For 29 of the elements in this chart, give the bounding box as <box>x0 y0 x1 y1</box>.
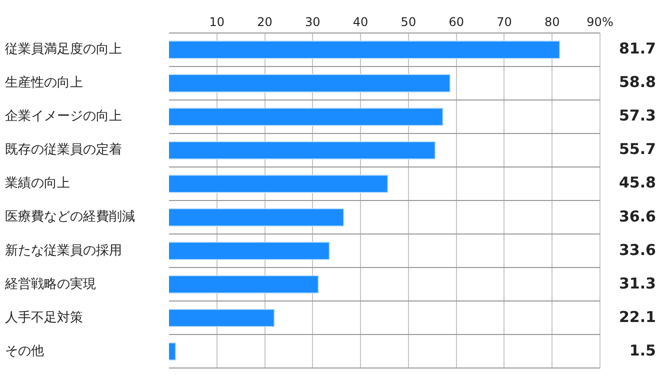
y-tick-label: 業績の向上 <box>5 176 70 192</box>
data-label: 58.8 <box>618 73 656 92</box>
y-tick-label: 新たな従業員の採用 <box>5 243 122 258</box>
data-label: 36.6 <box>618 207 656 226</box>
x-tick-label: 80 <box>544 14 560 29</box>
x-tick-label: 20 <box>257 14 272 29</box>
x-tick-label: 90% <box>586 14 614 29</box>
x-tick-label: 40 <box>352 14 368 29</box>
x-tick-label: 30 <box>305 14 320 29</box>
data-label: 57.3 <box>618 106 656 125</box>
data-label: 1.5 <box>629 341 656 360</box>
data-label: 81.7 <box>618 40 656 58</box>
x-tick-label: 10 <box>209 14 225 29</box>
data-label: 31.3 <box>618 274 656 292</box>
y-tick-label: 企業イメージの向上 <box>5 109 122 124</box>
y-tick-label: 医療費などの経費削減 <box>5 210 135 225</box>
y-tick-label: 人手不足対策 <box>5 309 83 326</box>
data-label: 22.1 <box>618 308 656 326</box>
y-tick-label: 既存の従業員の定着 <box>5 142 122 158</box>
y-tick-label: その他 <box>5 344 44 359</box>
x-tick-label: 50 <box>400 14 416 29</box>
y-tick-label: 生産性の向上 <box>5 74 83 91</box>
data-label: 45.8 <box>618 174 656 192</box>
x-tick-label: 60 <box>448 14 464 29</box>
data-label: 55.7 <box>618 140 656 158</box>
y-tick-label: 従業員満足度の向上 <box>5 41 122 58</box>
y-tick-label: 経営戦略の実現 <box>4 276 96 292</box>
data-label: 33.6 <box>618 240 656 259</box>
x-tick-label: 70 <box>496 14 512 29</box>
